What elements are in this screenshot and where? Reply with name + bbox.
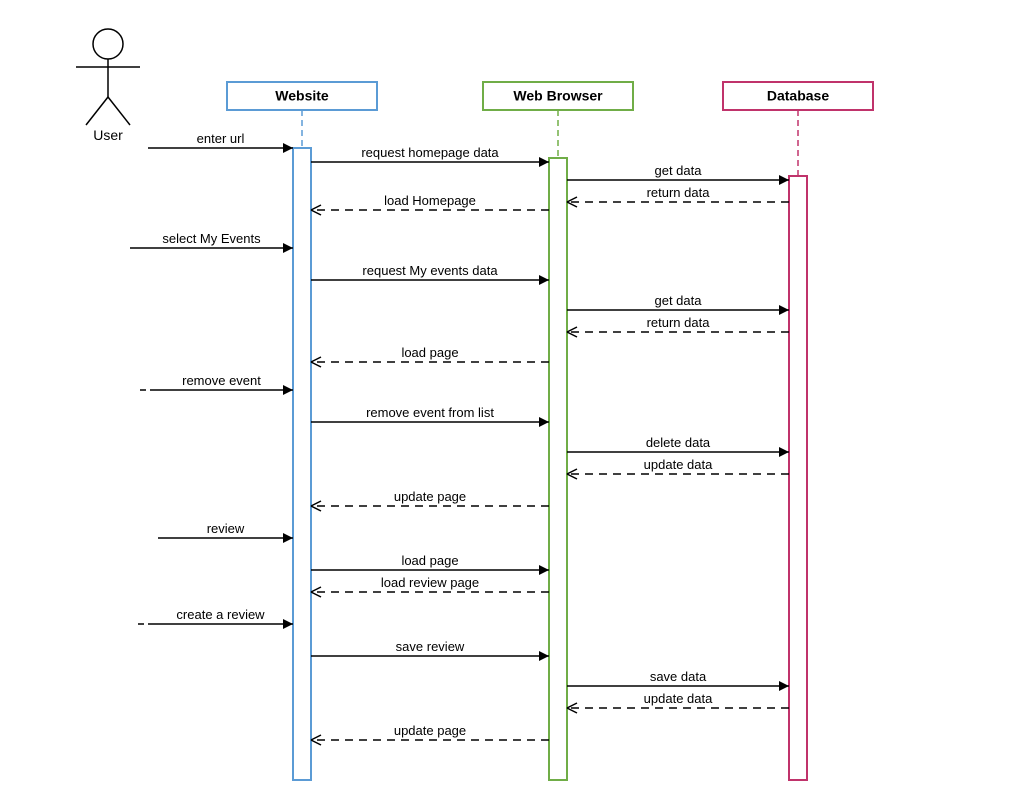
activation-database: [789, 176, 807, 780]
message-label: request homepage data: [361, 145, 499, 160]
actor-label: User: [93, 127, 123, 143]
message-label: save review: [396, 639, 465, 654]
message-label: load review page: [381, 575, 479, 590]
message-label: update page: [394, 489, 466, 504]
message-label: get data: [655, 293, 703, 308]
message-label: load Homepage: [384, 193, 476, 208]
message-label: review: [207, 521, 245, 536]
participant-label-browser: Web Browser: [513, 88, 603, 104]
message-label: create a review: [176, 607, 265, 622]
message-label: load page: [401, 553, 458, 568]
participant-label-database: Database: [767, 88, 829, 104]
message-label: remove event: [182, 373, 261, 388]
message-label: update data: [644, 691, 713, 706]
message-label: save data: [650, 669, 707, 684]
message-label: return data: [647, 315, 711, 330]
message-label: request My events data: [362, 263, 498, 278]
message-label: return data: [647, 185, 711, 200]
participant-label-website: Website: [275, 88, 329, 104]
message-label: load page: [401, 345, 458, 360]
message-label: select My Events: [162, 231, 261, 246]
message-label: get data: [655, 163, 703, 178]
message-label: remove event from list: [366, 405, 494, 420]
activation-browser: [549, 158, 567, 780]
message-label: update data: [644, 457, 713, 472]
message-label: update page: [394, 723, 466, 738]
activation-website: [293, 148, 311, 780]
message-label: delete data: [646, 435, 711, 450]
sequence-diagram: User Website Web Browser Database enter url r…: [0, 0, 1024, 808]
message-label: enter url: [197, 131, 245, 146]
